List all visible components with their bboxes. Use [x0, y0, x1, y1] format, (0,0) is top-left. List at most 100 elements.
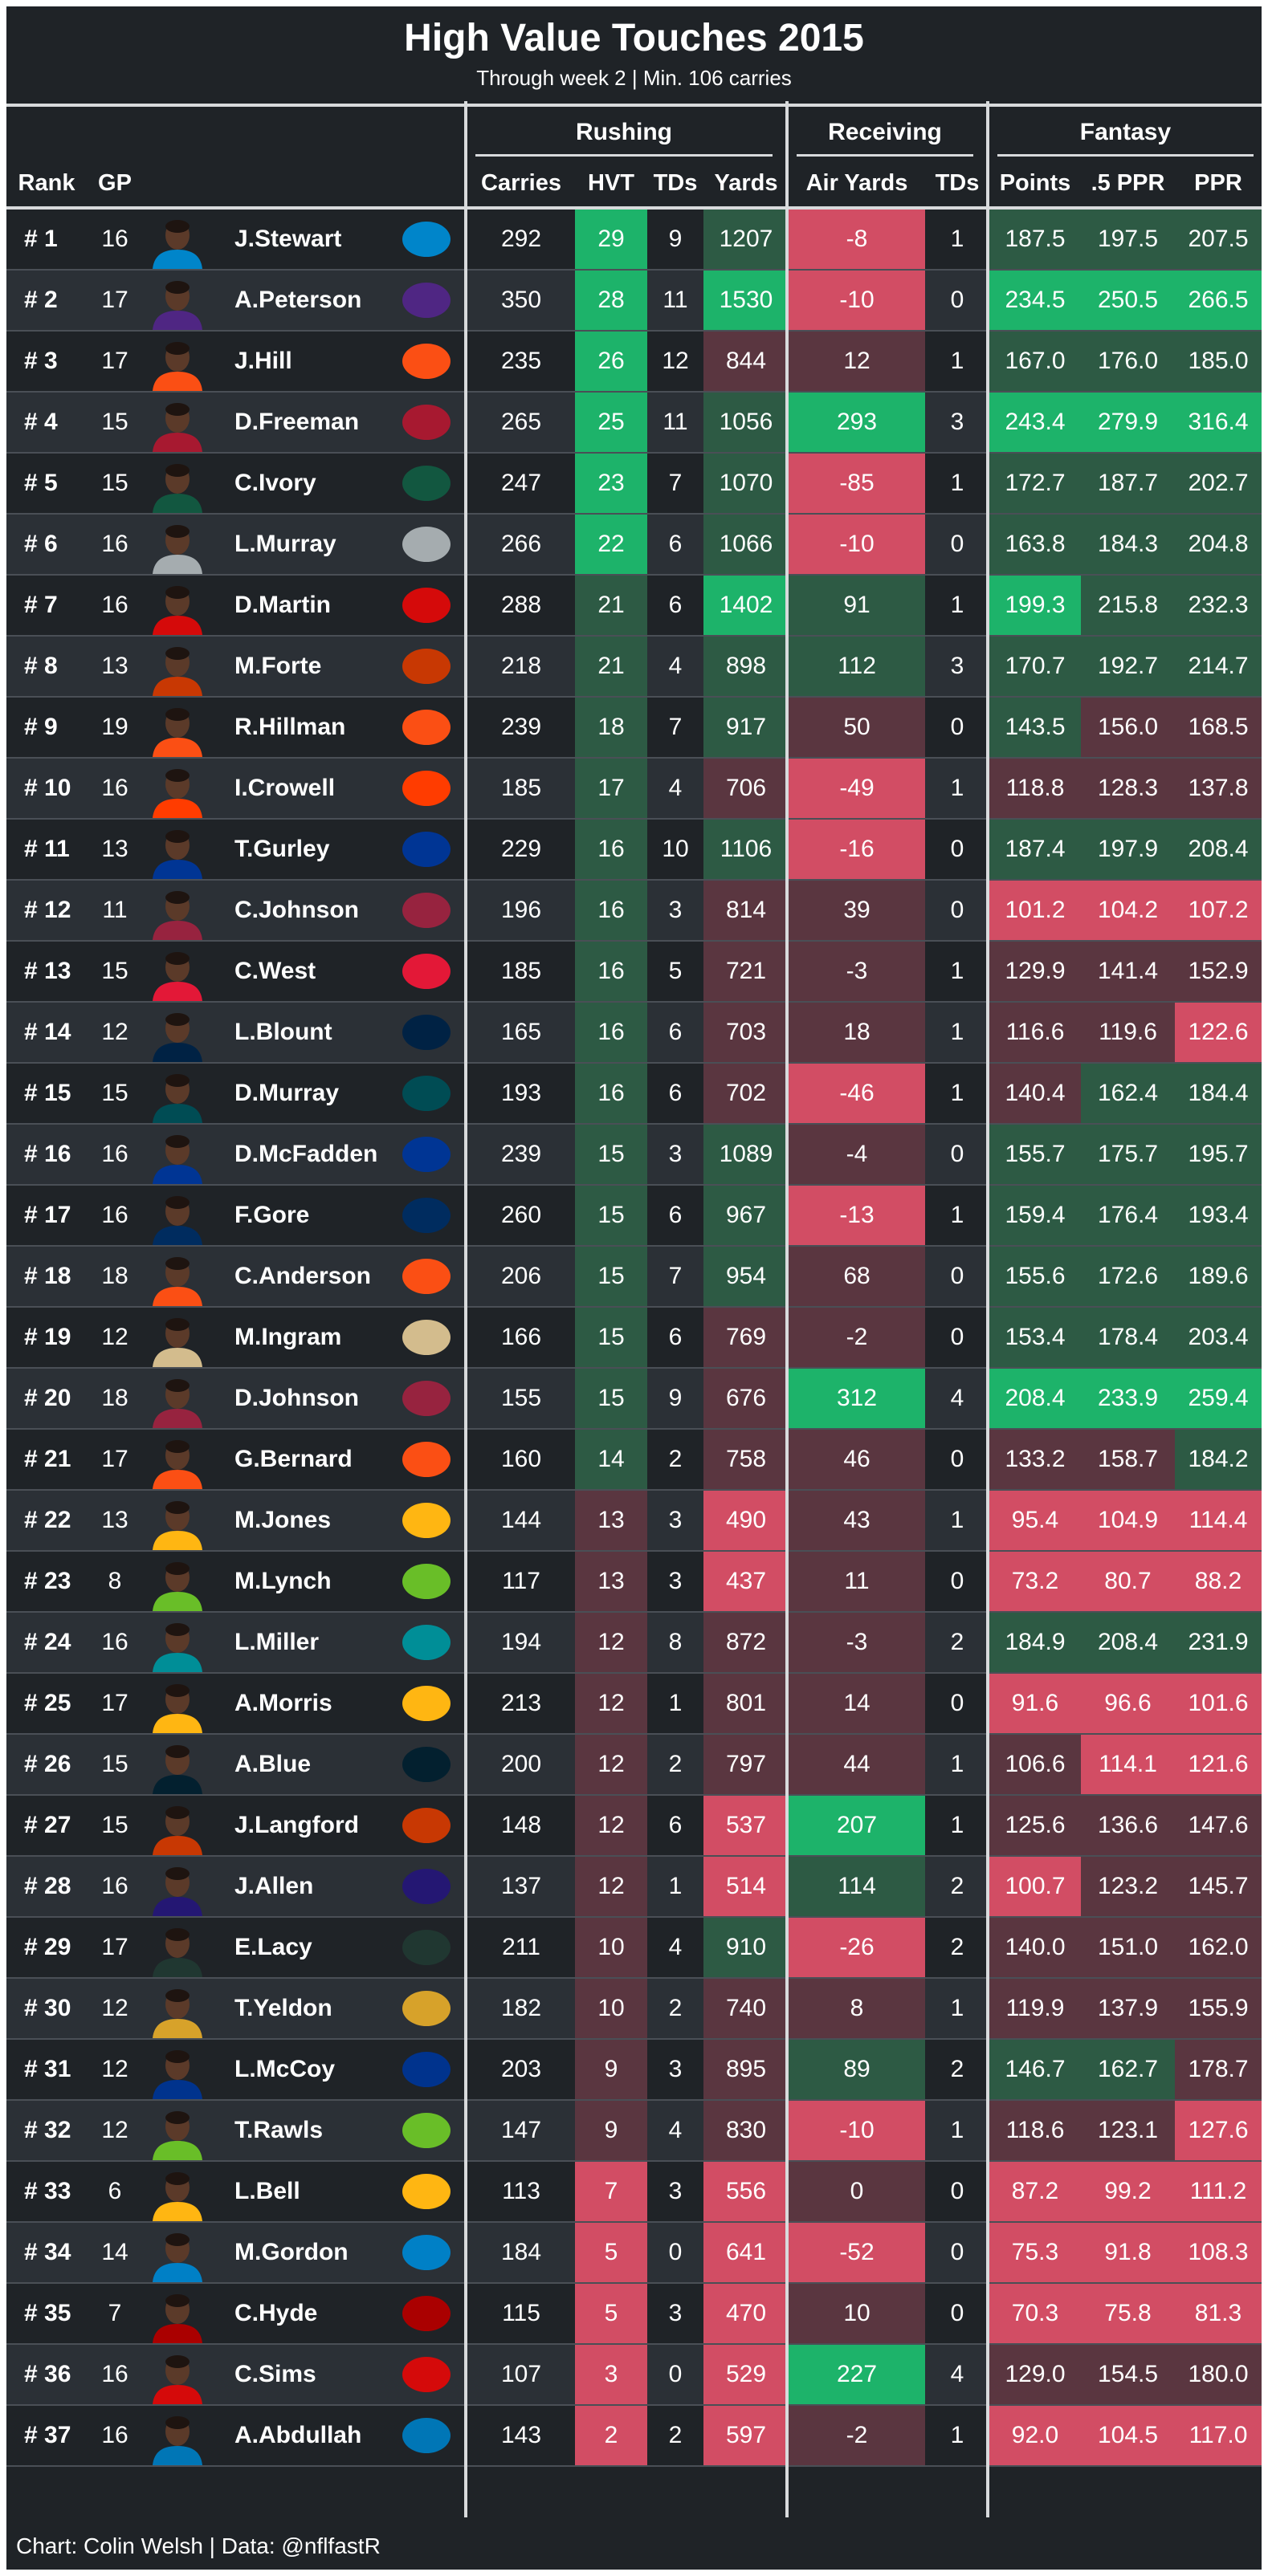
gp-cell: 19: [101, 714, 128, 740]
rtd-cell: 7: [668, 1263, 683, 1289]
air-cell: -10: [789, 271, 925, 330]
hvt-cell: 12: [575, 1857, 647, 1916]
pts-cell: 92.0: [989, 2406, 1081, 2465]
half-cell: 141.4: [1081, 942, 1175, 1001]
player-headshot-icon: [153, 342, 202, 391]
ppr-cell: 193.4: [1175, 1186, 1262, 1245]
row-divider: [6, 2160, 1262, 2162]
ppr-cell: 145.7: [1175, 1857, 1262, 1916]
pts-cell: 234.5: [989, 271, 1081, 330]
rank-cell: # 23: [24, 1568, 71, 1594]
pts-cell: 155.7: [989, 1125, 1081, 1184]
gp-cell: 15: [101, 1751, 128, 1777]
rank-cell: # 20: [24, 1385, 71, 1411]
team-logo-icon: [402, 527, 451, 562]
table-row: # 3 17 J.Hill 235 26 12 844 12 1 167.0 176.0 185.0: [6, 332, 1262, 393]
carries-cell: 196: [500, 897, 542, 923]
yards-cell: 597: [703, 2406, 789, 2465]
rank-cell: # 35: [24, 2300, 71, 2326]
rank-cell: # 15: [24, 1080, 71, 1106]
divider-receiving: [785, 101, 789, 2517]
hvt-cell: 29: [575, 210, 647, 269]
rectd-cell: 3: [950, 653, 964, 679]
rtd-cell: 2: [668, 1446, 683, 1472]
pts-cell: 101.2: [989, 881, 1081, 940]
player-name: C.Ivory: [234, 470, 316, 496]
team-logo-icon: [402, 2357, 451, 2392]
player-headshot-icon: [153, 952, 202, 1001]
row-divider: [6, 2404, 1262, 2406]
ppr-cell: 155.9: [1175, 1979, 1262, 2038]
carries-cell: 193: [500, 1080, 542, 1106]
ppr-cell: 184.2: [1175, 1430, 1262, 1489]
divider-fantasy: [986, 101, 989, 2517]
air-cell: -49: [789, 759, 925, 818]
hvt-cell: 2: [575, 2406, 647, 2465]
carries-cell: 160: [500, 1446, 542, 1472]
pts-cell: 70.3: [989, 2284, 1081, 2343]
row-divider: [6, 2465, 1262, 2467]
pts-cell: 172.7: [989, 454, 1081, 513]
air-cell: 44: [789, 1735, 925, 1794]
col-head-carries: Carries: [481, 170, 561, 196]
table-row: # 21 17 G.Bernard 160 14 2 758 46 0 133.2 158.7 184…: [6, 1430, 1262, 1491]
gp-cell: 16: [101, 531, 128, 557]
team-logo-icon: [402, 344, 451, 379]
player-name: D.McFadden: [234, 1141, 378, 1167]
table-row: # 2 17 A.Peterson 350 28 11 1530 -10 0 234.5 250.5…: [6, 271, 1262, 332]
table-row: # 23 8 M.Lynch 117 13 3 437 11 0 73.2 80.7 88.2: [6, 1552, 1262, 1613]
half-cell: 80.7: [1081, 1552, 1175, 1611]
hvt-cell: 3: [575, 2345, 647, 2404]
player-headshot-icon: [153, 525, 202, 574]
player-headshot-icon: [153, 1257, 202, 1306]
row-divider: [6, 1672, 1262, 1674]
ppr-cell: 88.2: [1175, 1552, 1262, 1611]
player-name: F.Gore: [234, 1202, 310, 1228]
player-name: M.Jones: [234, 1507, 332, 1533]
player-name: D.Martin: [234, 592, 331, 618]
yards-cell: 917: [703, 698, 789, 757]
ppr-cell: 162.0: [1175, 1918, 1262, 1977]
rtd-cell: 6: [668, 1080, 683, 1106]
air-cell: -4: [789, 1125, 925, 1184]
air-cell: 112: [789, 637, 925, 696]
pts-cell: 100.7: [989, 1857, 1081, 1916]
carries-cell: 194: [500, 1629, 542, 1655]
player-name: M.Forte: [234, 653, 322, 679]
ppr-cell: 152.9: [1175, 942, 1262, 1001]
carries-cell: 200: [500, 1751, 542, 1777]
carries-cell: 265: [500, 409, 542, 435]
air-cell: -2: [789, 2406, 925, 2465]
rtd-cell: 10: [662, 836, 689, 862]
gp-cell: 15: [101, 958, 128, 984]
team-logo-icon: [402, 1808, 451, 1843]
half-cell: 137.9: [1081, 1979, 1175, 2038]
gp-cell: 15: [101, 409, 128, 435]
rtd-cell: 3: [668, 1141, 683, 1167]
half-cell: 176.4: [1081, 1186, 1175, 1245]
carries-cell: 144: [500, 1507, 542, 1533]
hvt-cell: 21: [575, 637, 647, 696]
rtd-cell: 6: [668, 1202, 683, 1228]
pts-cell: 119.9: [989, 1979, 1081, 2038]
carries-cell: 148: [500, 1812, 542, 1838]
col-head-points: Points: [999, 170, 1071, 196]
rectd-cell: 0: [950, 836, 964, 862]
hvt-cell: 5: [575, 2284, 647, 2343]
ppr-cell: 189.6: [1175, 1247, 1262, 1306]
carries-cell: 206: [500, 1263, 542, 1289]
rtd-cell: 6: [668, 1812, 683, 1838]
row-divider: [6, 1062, 1262, 1064]
col-head-air-yards: Air Yards: [805, 170, 908, 196]
hvt-cell: 13: [575, 1491, 647, 1550]
ppr-cell: 185.0: [1175, 332, 1262, 391]
group-rule-fantasy: [997, 154, 1254, 157]
rtd-cell: 2: [668, 1995, 683, 2021]
rtd-cell: 3: [668, 2178, 683, 2204]
carries-cell: 137: [500, 1873, 542, 1899]
rank-cell: # 24: [24, 1629, 71, 1655]
yards-cell: 967: [703, 1186, 789, 1245]
half-cell: 197.5: [1081, 210, 1175, 269]
row-divider: [6, 2343, 1262, 2345]
hvt-cell: 14: [575, 1430, 647, 1489]
